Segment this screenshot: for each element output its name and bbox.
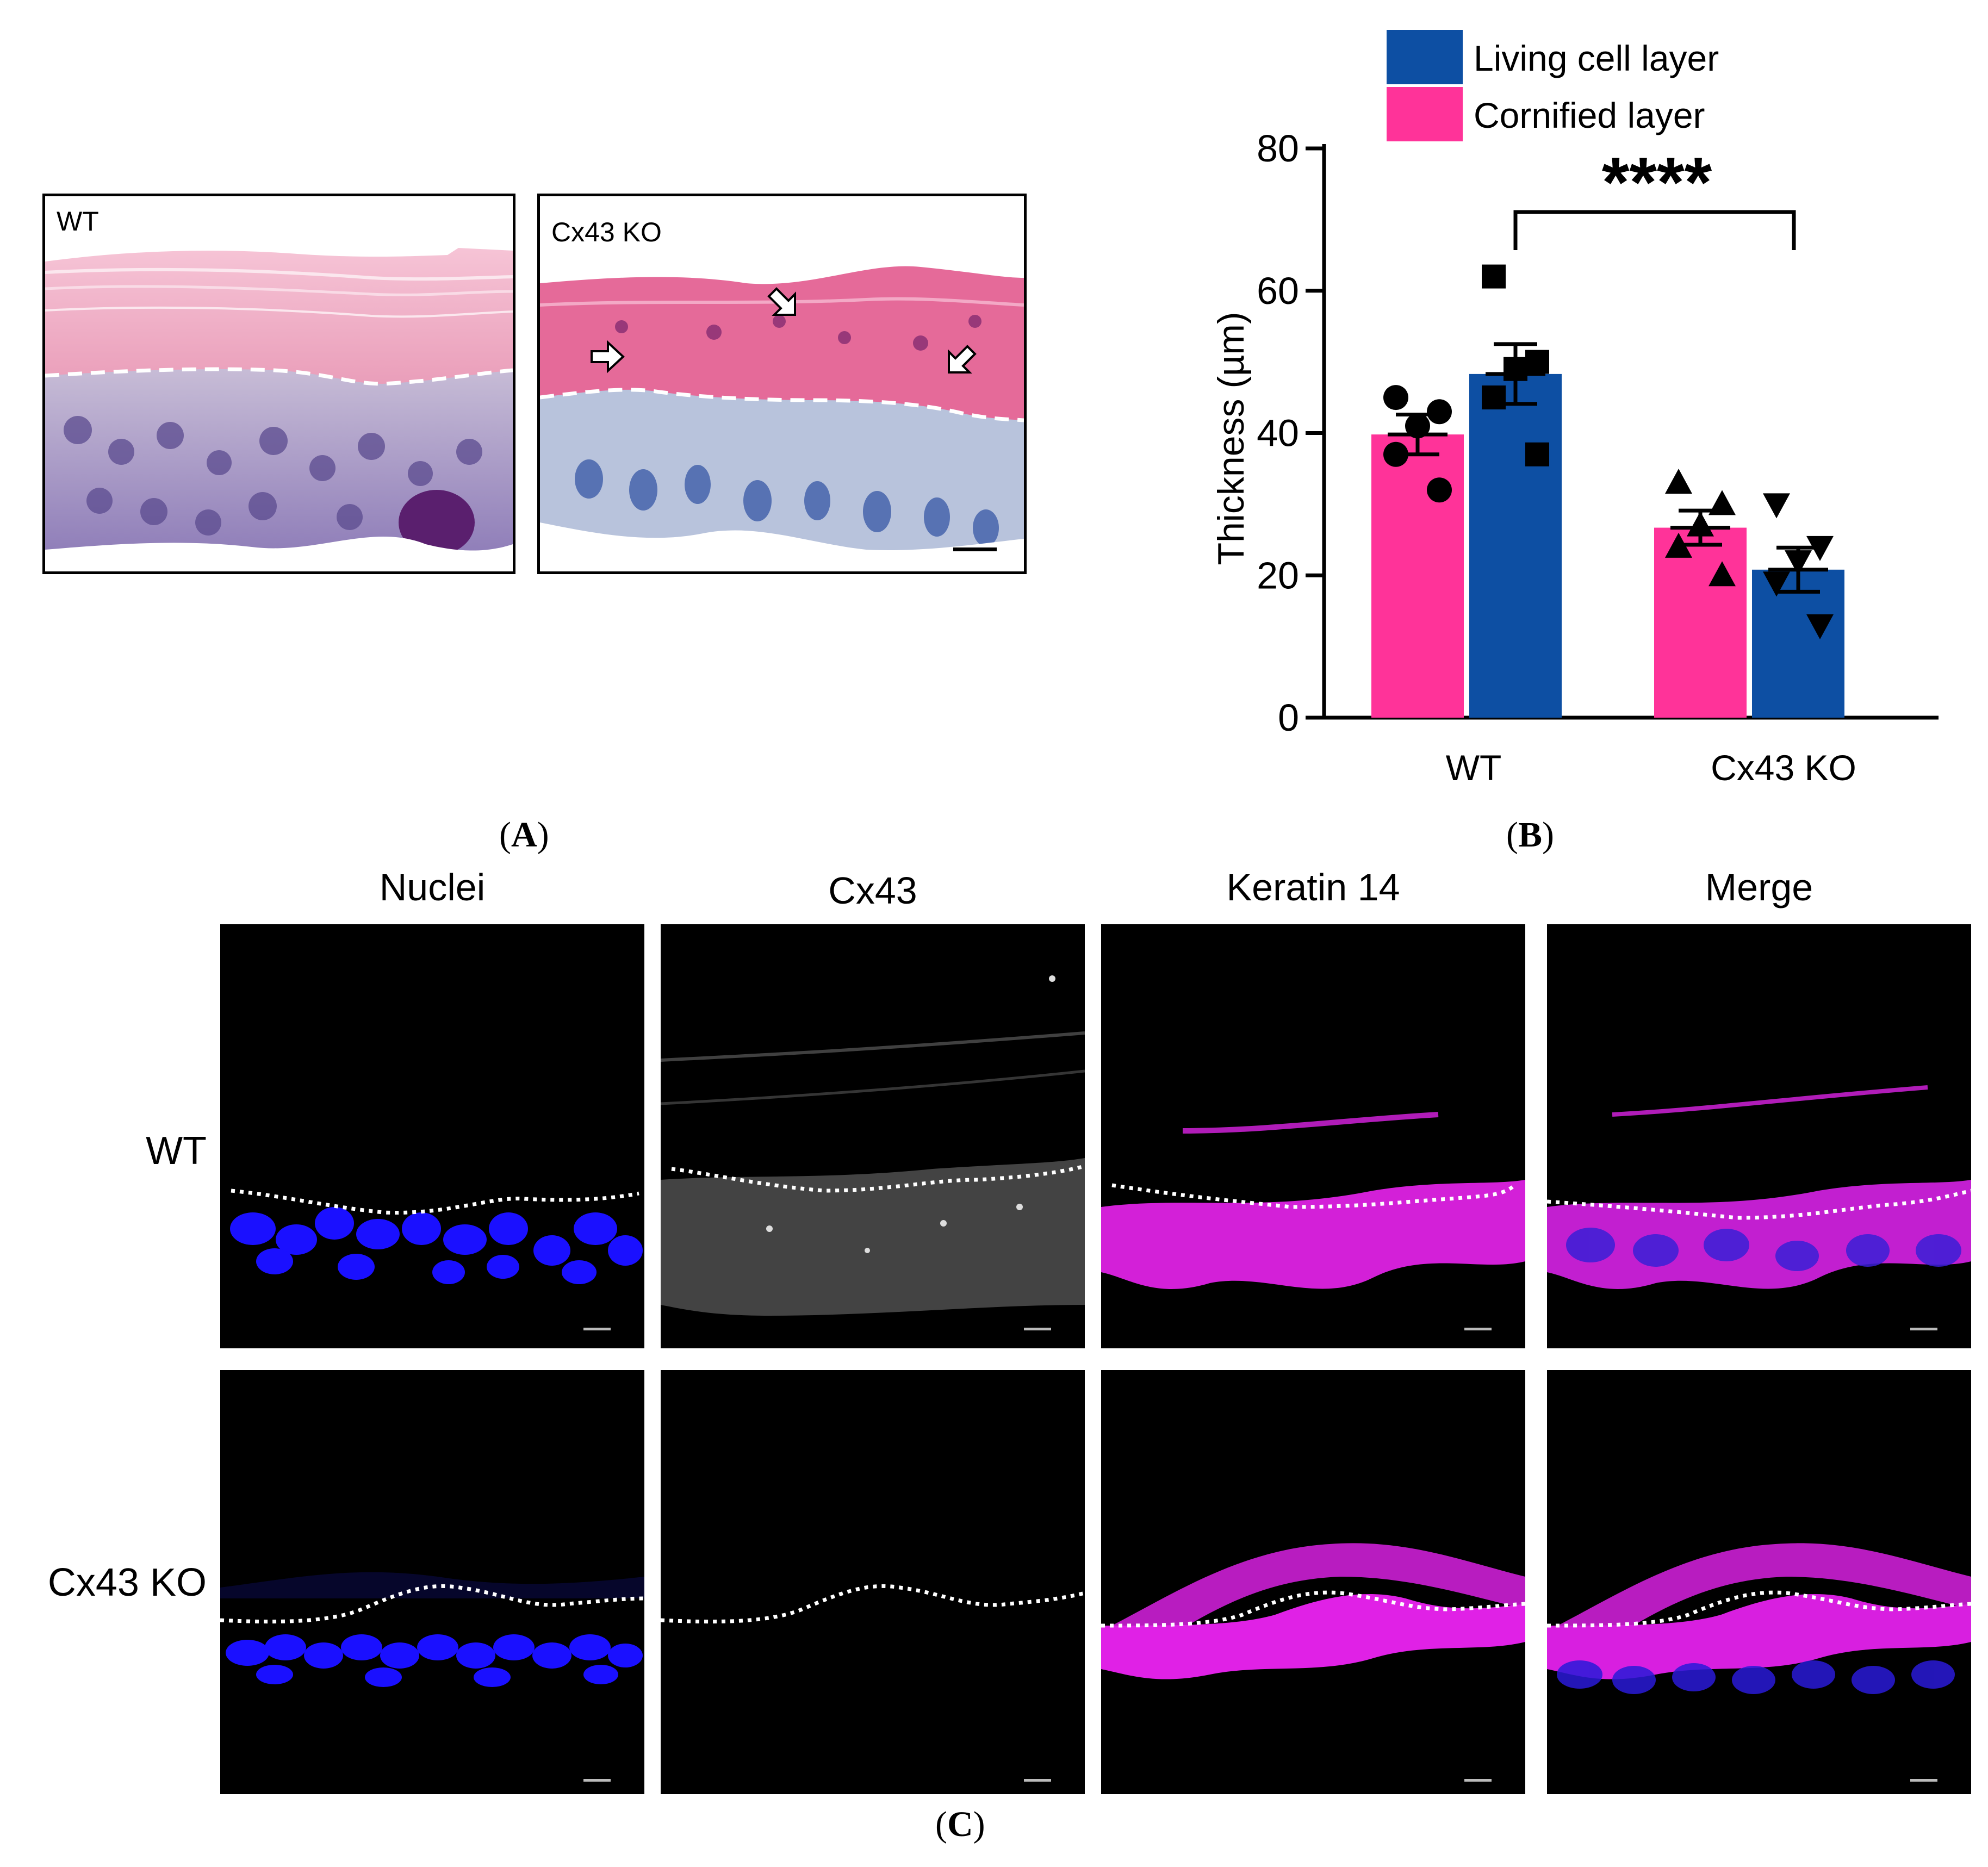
fluor-ko-nuclei (220, 1370, 644, 1794)
data-point (1763, 571, 1790, 597)
x-tick-label: Cx43 KO (1711, 748, 1856, 788)
row-header-wt: WT (146, 1129, 207, 1173)
histology-wt-label: WT (57, 206, 99, 237)
bar (1654, 527, 1747, 718)
legend-label: Cornified layer (1474, 95, 1705, 135)
y-tick-label: 60 (1257, 270, 1299, 312)
y-tick-label: 20 (1257, 554, 1299, 596)
column-header-merge: Merge (1705, 866, 1813, 908)
column-header-cx43: Cx43 (828, 869, 917, 912)
fluor-wt-keratin14 (1101, 924, 1525, 1348)
data-point (1427, 399, 1452, 425)
bar (1752, 569, 1844, 718)
fluor-wt-cx43 (661, 924, 1085, 1348)
thickness-bar-chart: 0 20 40 60 80 Thickness (µm) WT Cx43 KO **** Livi… (1210, 30, 1939, 788)
significance-bracket (1513, 210, 1796, 250)
data-point (1482, 385, 1506, 410)
legend-swatch (1387, 87, 1463, 141)
data-point (1482, 264, 1506, 289)
panel-b-tag: (B) (1506, 815, 1554, 855)
panel-c-tag: (C) (935, 1804, 985, 1844)
y-tick-label: 80 (1257, 127, 1299, 170)
histology-wt-image (42, 194, 515, 574)
column-header-keratin14: Keratin 14 (1226, 866, 1400, 908)
data-point (1709, 561, 1736, 587)
bar (1371, 434, 1464, 718)
x-tick-label: WT (1446, 748, 1502, 788)
fluor-wt-nuclei (220, 924, 644, 1348)
fluor-ko-keratin14 (1101, 1370, 1525, 1794)
significance-label: **** (1602, 142, 1712, 222)
fluor-wt-merge (1547, 924, 1971, 1348)
fluor-ko-merge (1547, 1370, 1971, 1794)
data-point (1806, 614, 1834, 639)
data-point (1427, 477, 1452, 503)
legend-swatch (1387, 30, 1463, 84)
row-header-cx43ko: Cx43 KO (47, 1561, 207, 1604)
y-tick-label: 0 (1278, 696, 1299, 739)
legend-label: Living cell layer (1474, 38, 1719, 78)
y-tick-label: 40 (1257, 412, 1299, 455)
bar (1469, 374, 1562, 718)
data-point (1525, 350, 1549, 374)
data-point (1525, 442, 1549, 466)
fluor-ko-cx43 (661, 1370, 1085, 1794)
histology-ko-label: Cx43 KO (551, 217, 662, 247)
y-axis-label: Thickness (µm) (1210, 312, 1252, 565)
panel-a-tag: (A) (499, 815, 549, 855)
data-point (1763, 493, 1790, 519)
histology-ko-image (537, 194, 1027, 574)
data-point (1665, 469, 1692, 494)
column-header-nuclei: Nuclei (379, 866, 486, 908)
data-point (1383, 385, 1408, 410)
